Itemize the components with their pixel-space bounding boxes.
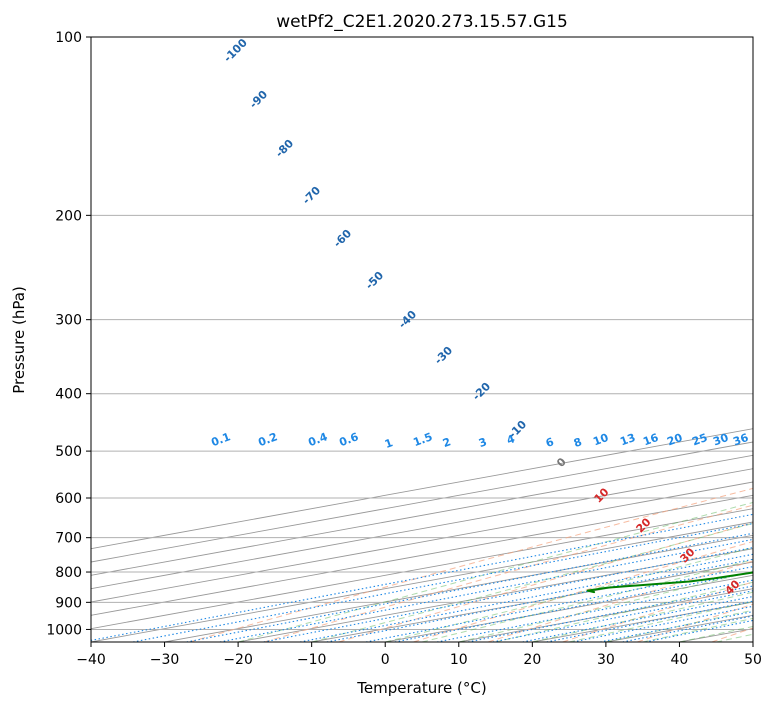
y-tick-label: 100 [55,30,82,46]
y-tick-label: 400 [55,387,82,403]
x-tick-label: −20 [223,652,253,668]
moist-adiabat-line [237,501,753,642]
dry-adiabat-line [264,504,753,642]
mixing-ratio-label: 1 [383,436,395,451]
mixing-ratio-line [467,585,753,642]
mixing-ratio-label: 25 [690,431,709,448]
moist-adiabat-line [458,570,753,642]
y-tick-label: 300 [55,313,82,329]
mixing-ratio-label: 36 [731,431,750,449]
mixing-ratio-label: 8 [572,435,584,450]
isotherm-line [91,441,753,563]
plot-area [91,37,753,642]
mixing-ratio-label: 4 [505,432,517,447]
isotherm-line [91,468,753,590]
x-tick-label: −40 [76,652,106,668]
x-tick-label: −10 [297,652,327,668]
mixing-ratio-label: 1.5 [411,430,434,449]
mixing-ratio-line [522,595,753,642]
isotherm-line [91,508,753,630]
mixing-ratio-label: 10 [591,431,610,449]
x-tick-label: 40 [671,652,689,668]
mixing-ratio-label: 6 [544,435,556,450]
y-axis-label: Pressure (hPa) [10,286,28,394]
background-lines [91,37,753,642]
x-axis-label: Temperature (°C) [356,679,486,697]
mixing-ratio-line [219,538,753,642]
mixing-ratio-line [492,590,753,642]
mixing-ratio-label: 0.6 [337,430,360,449]
mixing-ratio-label: 30 [711,431,730,449]
isotherm-line [91,521,753,642]
isotherm-line [91,428,753,550]
y-tick-label: 200 [55,208,82,224]
x-axis-ticks: −40 −30 −20 −10 0 10 20 30 40 50 [76,642,762,668]
x-tick-label: 30 [597,652,615,668]
moist-adiabat-line [385,546,753,642]
y-tick-label: 500 [55,444,82,460]
x-tick-label: −30 [150,652,180,668]
isotherm-line [91,454,753,576]
moist-adiabat-line [532,591,753,642]
x-tick-label: 20 [523,652,541,668]
y-tick-label: 700 [55,531,82,547]
isotherm-line [91,494,753,616]
plot-frame [90,36,754,643]
y-tick-label: 600 [55,491,82,507]
mixing-ratio-label: 3 [477,435,489,450]
isotherm-line [164,534,753,642]
dry-adiabat-line [338,522,753,642]
mixing-ratio-label: 0.2 [256,430,279,449]
x-tick-label: 50 [744,652,762,668]
mixing-ratio-label: 16 [641,431,660,449]
mixing-ratio-label: 13 [618,431,637,448]
mixing-ratio-label: 2 [441,435,453,450]
mixing-ratio-line [436,579,753,642]
mixing-ratio-line [186,532,753,642]
isotherm-line [91,481,753,603]
y-tick-label: 800 [55,565,82,581]
mixing-ratio-label: 20 [665,431,684,449]
y-tick-label: 900 [55,595,82,611]
y-tick-label: 1000 [46,622,82,638]
moist-adiabat-line [311,522,753,642]
mixing-ratio-label: 0.4 [306,430,329,449]
x-tick-label: 0 [381,652,390,668]
chart-title: wetPf2_C2E1.2020.273.15.57.G15 [276,12,568,32]
mixing-ratio-line [132,522,753,642]
mixing-ratio-label: 0.1 [209,430,232,449]
y-axis-ticks: 1000 900 800 700 600 500 400 300 200 100 [46,30,91,638]
x-tick-label: 10 [450,652,468,668]
